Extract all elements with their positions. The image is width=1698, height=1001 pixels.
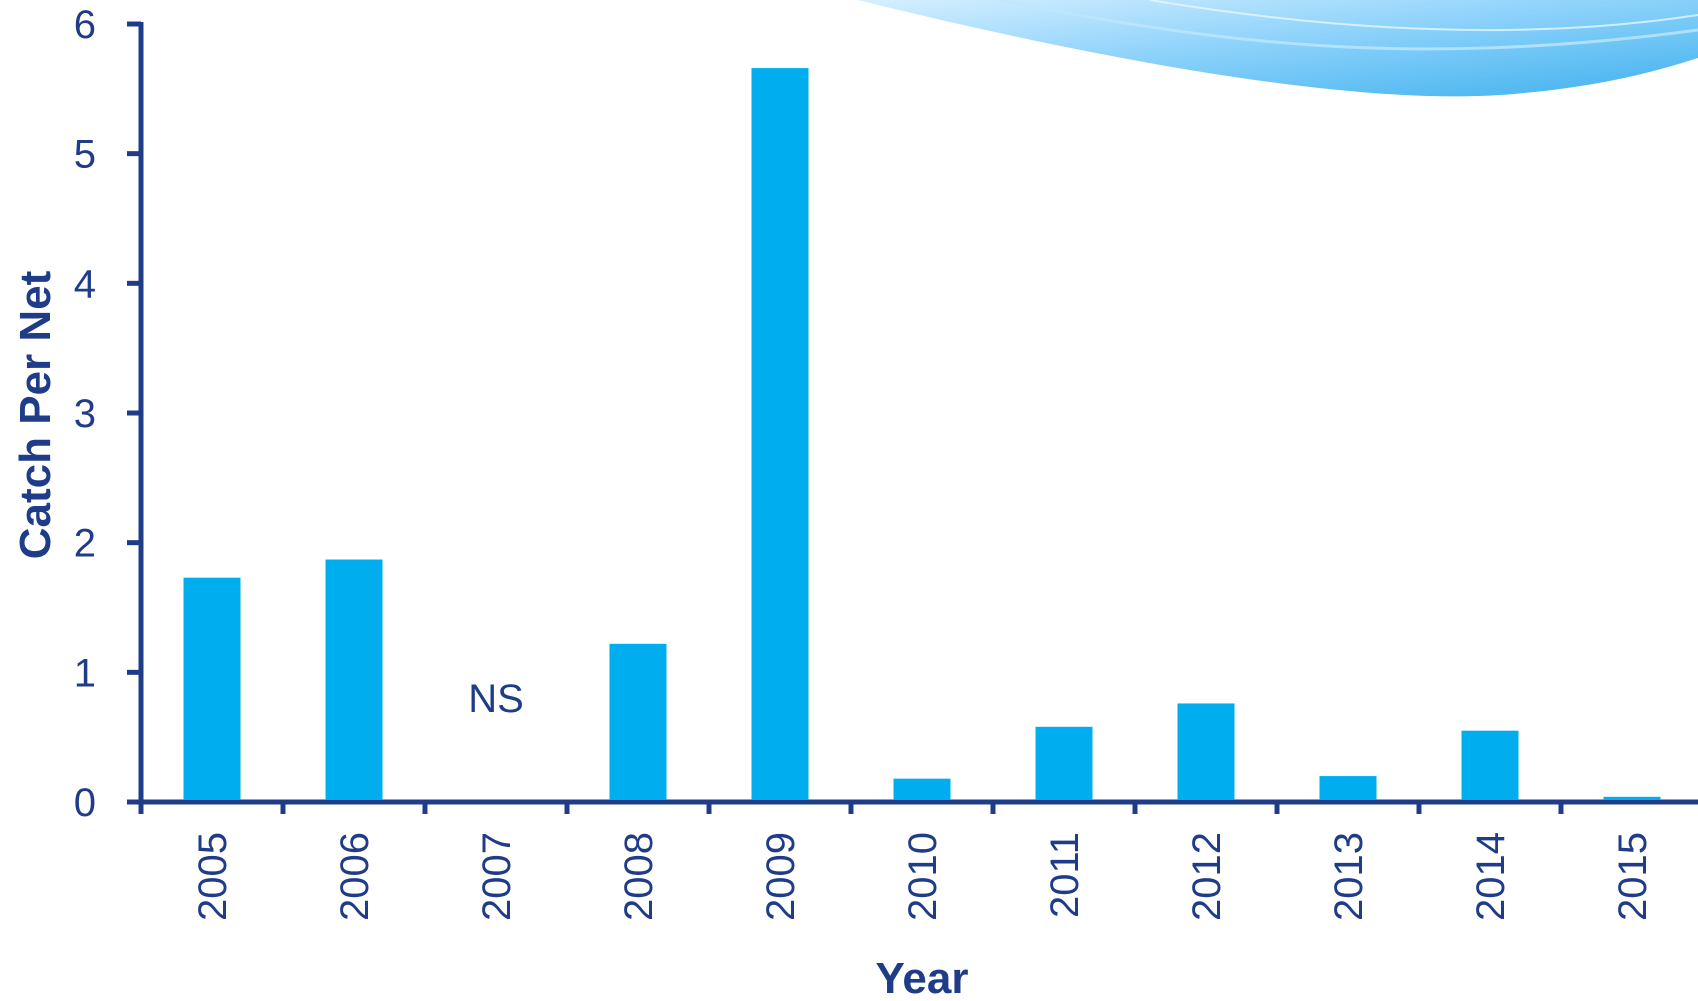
decorative-wave <box>858 0 1698 97</box>
x-tick-label: 2007 <box>475 832 519 921</box>
bar-2009 <box>751 68 809 800</box>
bar-2006 <box>325 559 383 800</box>
x-tick-label: 2010 <box>901 832 945 921</box>
bars <box>183 68 1661 800</box>
x-tick-label: 2014 <box>1469 832 1513 921</box>
x-tick-label: 2011 <box>1043 832 1087 918</box>
y-tick-label: 2 <box>74 522 96 566</box>
bar-2013 <box>1319 776 1377 800</box>
y-axis: 0 1 2 3 4 5 6 <box>74 3 144 825</box>
y-tick-label: 1 <box>74 651 96 695</box>
x-tick-label: 2009 <box>759 832 803 921</box>
x-axis: 2005 2006 2007 2008 2009 2010 2011 2012 2013 2014… <box>138 799 1698 921</box>
y-tick-label: 6 <box>74 3 96 47</box>
annotation-2007: NS <box>468 677 524 721</box>
bar-2011 <box>1035 726 1093 800</box>
x-tick-label: 2008 <box>617 832 661 921</box>
x-tick-label: 2015 <box>1611 832 1655 921</box>
y-tick-label: 5 <box>74 133 96 177</box>
bar-2014 <box>1461 730 1519 800</box>
x-tick-label: 2005 <box>191 832 235 921</box>
bar-2012 <box>1177 703 1235 800</box>
x-tick-label: 2012 <box>1185 832 1229 921</box>
bar-2015 <box>1603 796 1661 800</box>
x-tick-label: 2013 <box>1327 832 1371 921</box>
annotations: NS <box>468 677 524 721</box>
y-tick-label: 4 <box>74 262 96 306</box>
bar-2010 <box>893 778 951 800</box>
y-axis-title: Catch Per Net <box>11 270 60 559</box>
x-tick-label: 2006 <box>333 832 377 921</box>
bar-2008 <box>609 643 667 800</box>
x-axis-title: Year <box>876 954 969 1001</box>
bar-2005 <box>183 577 241 800</box>
y-tick-label: 0 <box>74 781 96 825</box>
y-tick-label: 3 <box>74 392 96 436</box>
